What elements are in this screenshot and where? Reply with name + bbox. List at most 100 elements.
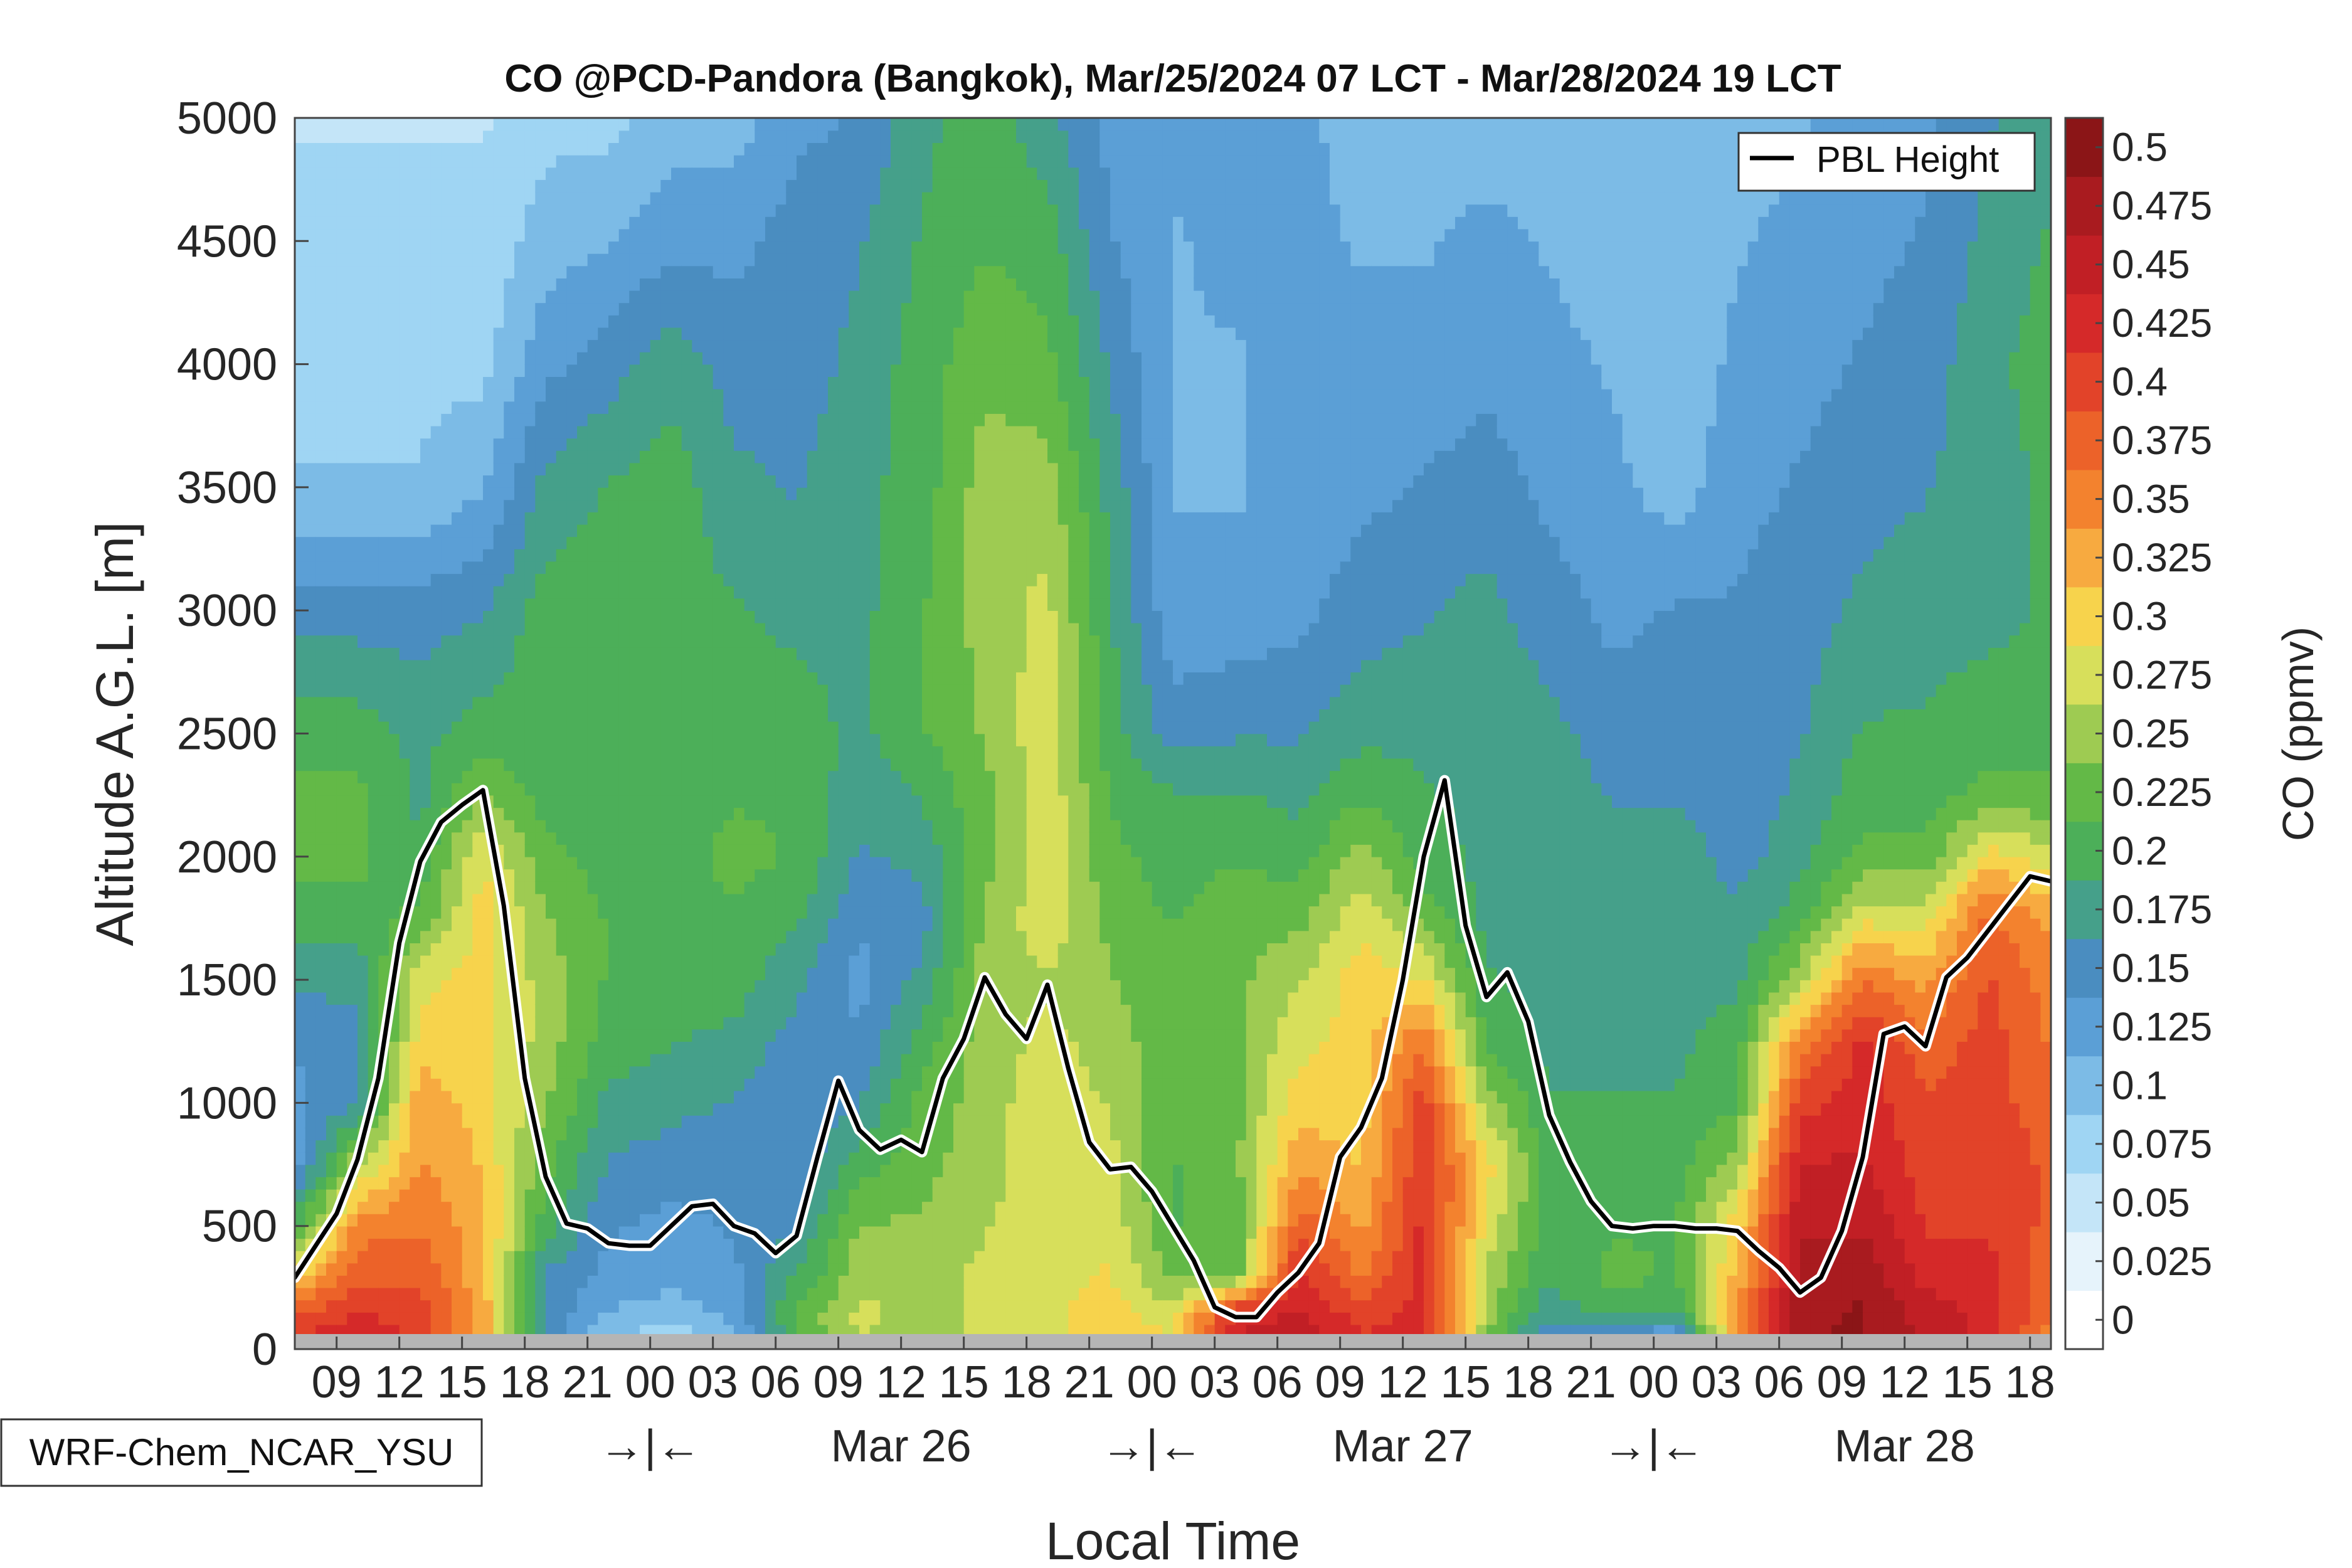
heatmap-cell bbox=[566, 1017, 578, 1030]
heatmap-cell bbox=[399, 832, 411, 845]
heatmap-cell bbox=[410, 204, 421, 217]
heatmap-cell bbox=[535, 364, 546, 377]
heatmap-cell bbox=[765, 1275, 776, 1288]
heatmap-cell bbox=[430, 610, 442, 623]
heatmap-cell bbox=[692, 1177, 703, 1190]
heatmap-cell bbox=[629, 955, 640, 968]
heatmap-cell bbox=[546, 154, 557, 168]
heatmap-cell bbox=[378, 967, 389, 980]
heatmap-cell bbox=[410, 770, 421, 783]
heatmap-cell bbox=[462, 512, 474, 525]
heatmap-cell bbox=[472, 130, 484, 143]
heatmap-cell bbox=[295, 598, 306, 611]
heatmap-cell bbox=[315, 290, 327, 304]
heatmap-cell bbox=[650, 709, 662, 722]
heatmap-cell bbox=[399, 1238, 411, 1251]
heatmap-cell bbox=[723, 1189, 734, 1202]
heatmap-cell bbox=[660, 1115, 672, 1128]
heatmap-cell bbox=[441, 659, 452, 673]
heatmap-cell bbox=[410, 191, 421, 205]
heatmap-cell bbox=[347, 401, 358, 414]
heatmap-cell bbox=[504, 795, 515, 808]
heatmap-cell bbox=[452, 438, 463, 451]
heatmap-cell bbox=[744, 930, 756, 943]
heatmap-cell bbox=[410, 167, 421, 180]
heatmap-cell bbox=[430, 241, 442, 254]
heatmap-cell bbox=[797, 819, 808, 833]
heatmap-cell bbox=[671, 438, 682, 451]
heatmap-cell bbox=[660, 315, 672, 328]
heatmap-cell bbox=[441, 425, 452, 439]
heatmap-cell bbox=[702, 1214, 714, 1227]
heatmap-cell bbox=[326, 622, 337, 636]
heatmap-cell bbox=[326, 241, 337, 254]
heatmap-cell bbox=[786, 1189, 797, 1202]
heatmap-cell bbox=[514, 943, 526, 956]
heatmap-cell bbox=[358, 992, 369, 1005]
heatmap-cell bbox=[410, 1263, 421, 1276]
heatmap-cell bbox=[504, 561, 515, 575]
heatmap-cell bbox=[399, 352, 411, 365]
heatmap-cell bbox=[566, 709, 578, 722]
heatmap-cell bbox=[358, 413, 369, 426]
heatmap-cell bbox=[336, 1017, 348, 1030]
heatmap-cell bbox=[734, 684, 745, 697]
heatmap-cell bbox=[660, 930, 672, 943]
heatmap-cell bbox=[462, 1226, 474, 1239]
heatmap-cell bbox=[326, 770, 337, 783]
heatmap-cell bbox=[514, 746, 526, 759]
heatmap-cell bbox=[535, 118, 546, 131]
heatmap-cell bbox=[420, 955, 432, 968]
heatmap-cell bbox=[483, 487, 494, 501]
heatmap-cell bbox=[618, 684, 630, 697]
heatmap-cell bbox=[347, 967, 358, 980]
heatmap-cell bbox=[472, 438, 484, 451]
heatmap-cell bbox=[587, 573, 599, 586]
heatmap-cell bbox=[410, 684, 421, 697]
heatmap-cell bbox=[452, 1164, 463, 1177]
heatmap-cell bbox=[775, 475, 787, 488]
heatmap-cell bbox=[441, 844, 452, 857]
heatmap-cell bbox=[629, 1300, 640, 1313]
heatmap-cell bbox=[671, 376, 682, 389]
heatmap-cell bbox=[608, 955, 620, 968]
heatmap-cell bbox=[712, 721, 724, 734]
heatmap-cell bbox=[514, 191, 526, 205]
heatmap-cell bbox=[504, 598, 515, 611]
heatmap-cell bbox=[723, 709, 734, 722]
heatmap-cell bbox=[472, 819, 484, 833]
heatmap-cell bbox=[775, 253, 787, 267]
heatmap-cell bbox=[681, 191, 693, 205]
heatmap-cell bbox=[765, 721, 776, 734]
heatmap-cell bbox=[692, 1004, 703, 1017]
heatmap-cell bbox=[723, 659, 734, 673]
heatmap-cell bbox=[430, 906, 442, 919]
heatmap-cell bbox=[671, 1164, 682, 1177]
heatmap-cell bbox=[765, 1053, 776, 1067]
heatmap-cell bbox=[577, 339, 588, 352]
heatmap-cell bbox=[336, 1263, 348, 1276]
heatmap-cell bbox=[305, 844, 317, 857]
heatmap-cell bbox=[452, 819, 463, 833]
heatmap-cell bbox=[472, 647, 484, 660]
heatmap-cell bbox=[430, 980, 442, 993]
heatmap-cell bbox=[358, 1164, 369, 1177]
heatmap-cell bbox=[640, 1312, 651, 1325]
heatmap-cell bbox=[587, 585, 599, 599]
heatmap-cell bbox=[775, 228, 787, 242]
heatmap-cell bbox=[734, 425, 745, 439]
heatmap-cell bbox=[660, 1127, 672, 1141]
heatmap-cell bbox=[336, 388, 348, 402]
heatmap-cell bbox=[692, 684, 703, 697]
heatmap-cell bbox=[807, 1214, 818, 1227]
heatmap-cell bbox=[389, 918, 400, 931]
heatmap-cell bbox=[734, 1066, 745, 1079]
heatmap-cell bbox=[358, 672, 369, 685]
heatmap-cell bbox=[399, 1287, 411, 1301]
heatmap-cell bbox=[315, 918, 327, 931]
heatmap-cell bbox=[535, 327, 546, 341]
heatmap-cell bbox=[702, 795, 714, 808]
heatmap-cell bbox=[472, 450, 484, 464]
heatmap-cell bbox=[755, 499, 766, 512]
heatmap-cell bbox=[441, 536, 452, 549]
